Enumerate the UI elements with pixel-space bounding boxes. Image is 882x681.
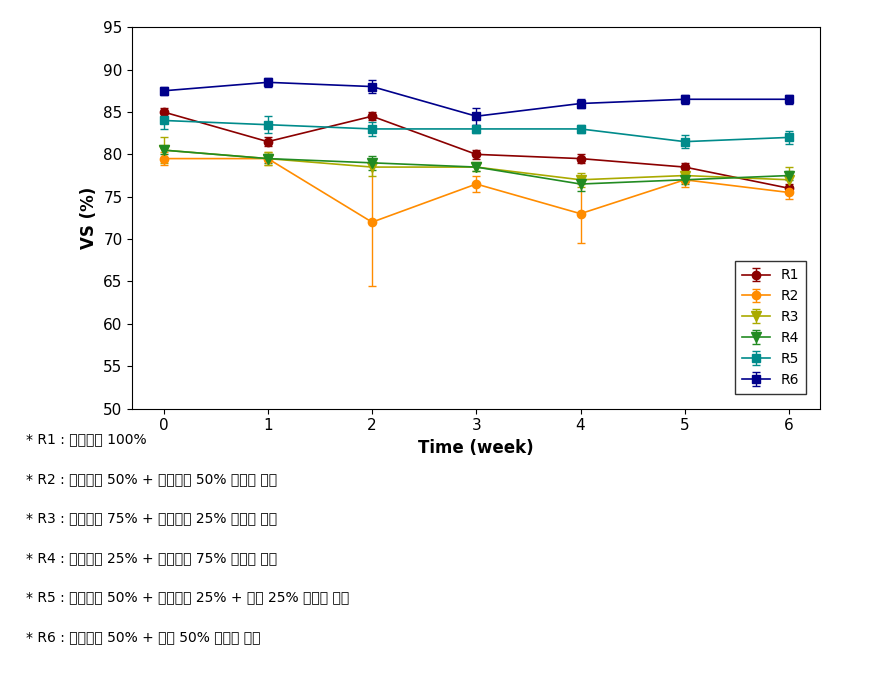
Text: * R2 : 가축분놨 50% + 부숙퇴비 50% 부피비 혼합: * R2 : 가축분놨 50% + 부숙퇴비 50% 부피비 혼합 <box>26 472 278 486</box>
X-axis label: Time (week): Time (week) <box>418 439 534 457</box>
Legend: R1, R2, R3, R4, R5, R6: R1, R2, R3, R4, R5, R6 <box>736 262 806 394</box>
Text: * R5 : 가축분놨 50% + 부숙퇴비 25% + 퇱밥 25% 부피비 혼합: * R5 : 가축분놨 50% + 부숙퇴비 25% + 퇱밥 25% 부피비 … <box>26 590 349 605</box>
Text: * R1 : 가축분놨 100%: * R1 : 가축분놨 100% <box>26 432 147 447</box>
Text: * R4 : 가축분놨 25% + 부숙퇴비 75% 부피비 혼합: * R4 : 가축분놨 25% + 부숙퇴비 75% 부피비 혼합 <box>26 551 278 565</box>
Text: * R3 : 가축분놨 75% + 부숙퇴비 25% 부피비 혼합: * R3 : 가축분놨 75% + 부숙퇴비 25% 부피비 혼합 <box>26 511 278 526</box>
Text: * R6 : 가축분놨 50% + 퇱밥 50% 부피비 혼합: * R6 : 가축분놨 50% + 퇱밥 50% 부피비 혼합 <box>26 630 261 644</box>
Y-axis label: VS (%): VS (%) <box>79 187 98 249</box>
